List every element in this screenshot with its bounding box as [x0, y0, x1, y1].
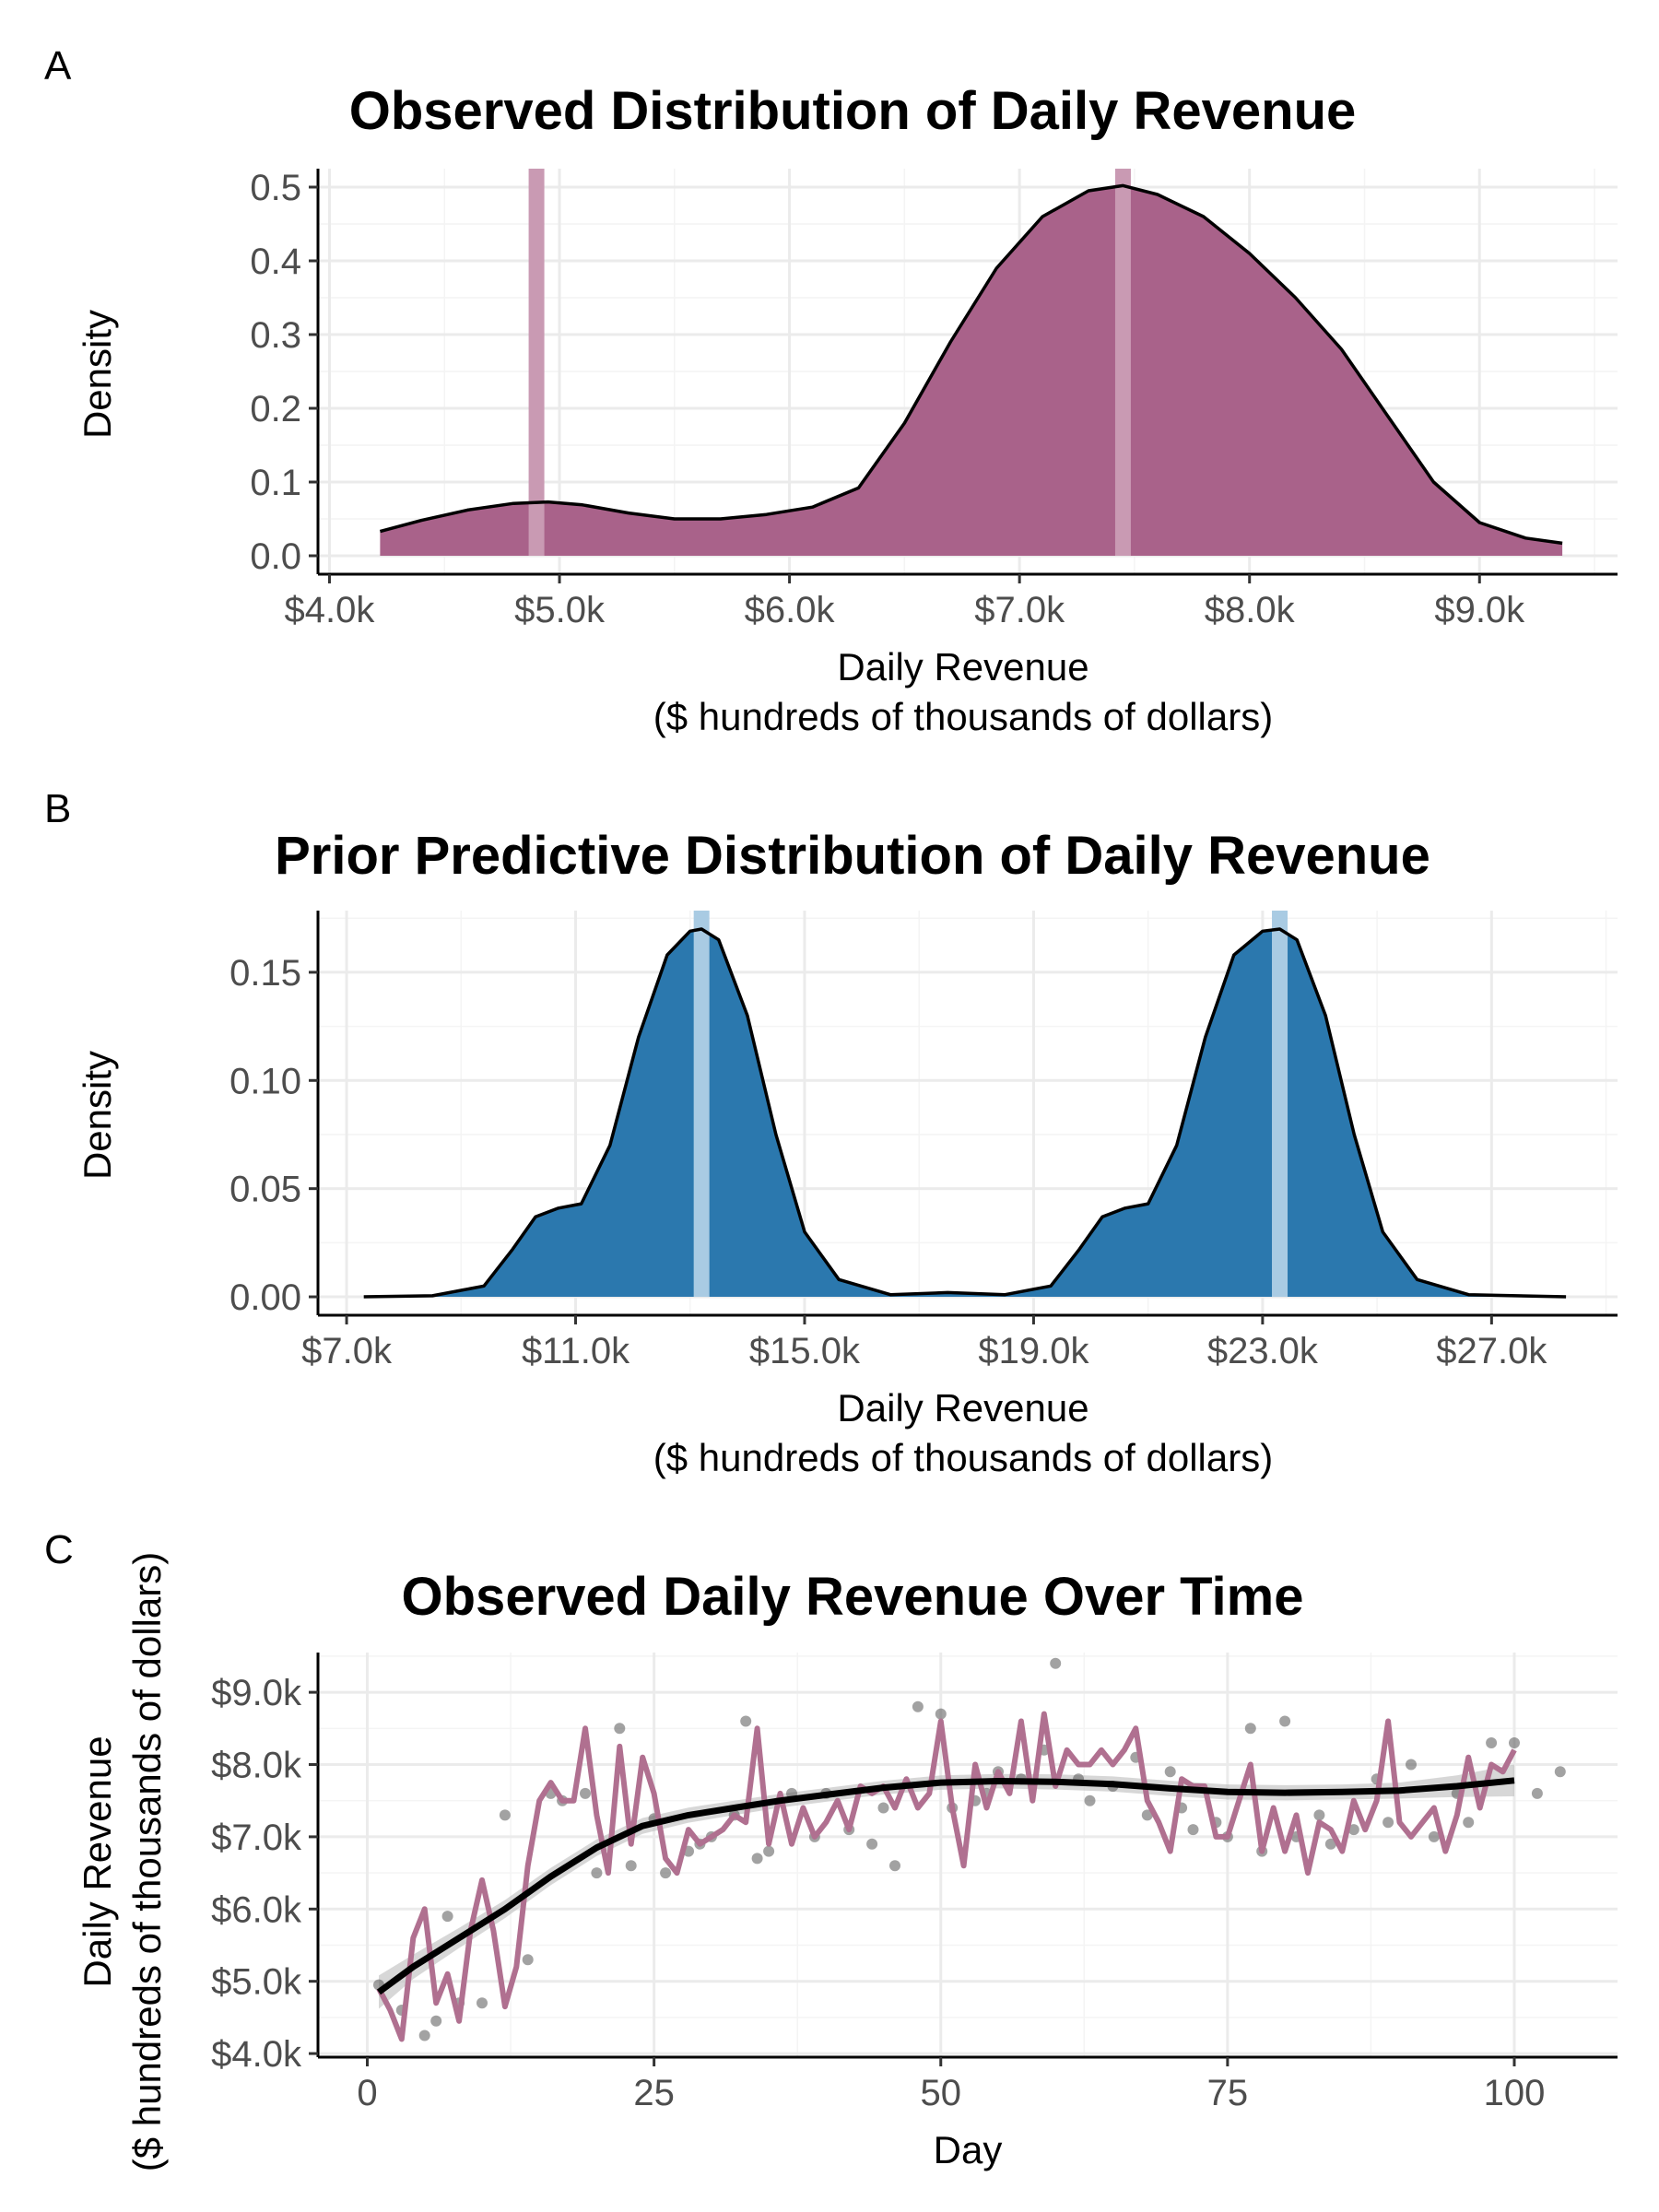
panel-b-title: Prior Predictive Distribution of Daily R…: [275, 826, 1430, 886]
panel-c-data-point: [580, 1787, 591, 1799]
panel-c-y-tick-label: $5.0k: [211, 1962, 302, 2003]
panel-c-data-point: [1347, 1824, 1359, 1836]
panel-c-data-point: [625, 1860, 637, 1872]
panel-a-y-tick-label: 0.5: [250, 168, 301, 208]
panel-b-xlabel-2: ($ hundreds of thousands of dollars): [653, 1436, 1273, 1479]
panel-c: C Observed Daily Revenue Over Time 0 25 50…: [44, 1527, 1618, 2171]
panel-b-density-outline: [363, 927, 1567, 1299]
panel-c-data-point: [1313, 1809, 1325, 1821]
panel-a-title: Observed Distribution of Daily Revenue: [349, 81, 1357, 141]
panel-a-xlabel-2: ($ hundreds of thousands of dollars): [653, 695, 1273, 738]
panel-b-y-tick-label: 0.15: [229, 953, 301, 994]
panel-b-x-tick-label: $7.0k: [301, 1331, 393, 1371]
panel-c-data-point: [935, 1708, 947, 1720]
panel-a-density-outline: [379, 183, 1563, 546]
panel-c-data-point: [1244, 1723, 1256, 1735]
panel-c-title: Observed Daily Revenue Over Time: [402, 1567, 1304, 1627]
panel-c-x-tick-label: 50: [921, 2073, 962, 2113]
panel-c-data-point: [1141, 1809, 1153, 1821]
panel-b-x-tick-label: $11.0k: [522, 1331, 630, 1371]
panel-c-data-point: [660, 1867, 672, 1879]
panel-c-data-point: [1531, 1787, 1543, 1799]
panel-c-data-point: [1279, 1715, 1291, 1727]
panel-a-y-tick-label: 0.3: [250, 315, 301, 356]
panel-c-data-point: [1050, 1657, 1062, 1669]
panel-b-y-tick-label: 0.10: [229, 1061, 301, 1101]
panel-a-y-tick-label: 0.1: [250, 463, 301, 503]
panel-a-y-tick-label: 0.2: [250, 389, 301, 429]
panel-c-data-point: [1509, 1737, 1520, 1748]
panel-b-letter: B: [44, 786, 71, 831]
panel-b-y-tick-label: 0.00: [229, 1277, 301, 1318]
panel-a-x-tick-label: $4.0k: [285, 590, 376, 630]
panel-c-data-point: [877, 1802, 889, 1814]
panel-c-data-point: [763, 1845, 775, 1857]
panel-c-letter: C: [44, 1527, 74, 1572]
panel-b-y-tick-label: 0.05: [229, 1170, 301, 1210]
panel-c-revenue-line: [376, 1711, 1517, 2042]
panel-c-x-tick-label: 75: [1207, 2073, 1249, 2113]
panel-c-data-point: [1554, 1766, 1566, 1778]
panel-c-y-tick-label: $8.0k: [211, 1746, 302, 1786]
panel-c-data-point: [1406, 1759, 1417, 1771]
panel-c-data-point: [430, 2015, 442, 2027]
panel-b-x-tick-label: $15.0k: [749, 1331, 861, 1371]
panel-a-y-tick-label: 0.0: [250, 536, 301, 577]
panel-c-ylabel-2: ($ hundreds of thousands of dollars): [125, 1552, 169, 2171]
panel-a-letter: A: [44, 43, 72, 88]
panel-c-data-point: [866, 1838, 878, 1850]
panel-c-data-point: [1486, 1737, 1498, 1748]
panel-c-data-point: [591, 1867, 603, 1879]
panel-c-data-point: [1382, 1817, 1394, 1829]
panel-c-data-point: [740, 1715, 752, 1727]
panel-a-y-tick-label: 0.4: [250, 241, 301, 282]
panel-c-x-tick-label: 0: [357, 2073, 377, 2113]
panel-a-x-tick-label: $5.0k: [514, 590, 606, 630]
panel-a-x-tick-label: $7.0k: [974, 590, 1065, 630]
panel-c-data-point: [1084, 1794, 1096, 1806]
panel-c-data-point: [889, 1860, 900, 1872]
panel-a-xlabel-1: Daily Revenue: [837, 645, 1088, 688]
panel-b-xlabel-1: Daily Revenue: [837, 1386, 1088, 1430]
panel-c-x-tick-label: 100: [1484, 2073, 1546, 2113]
panel-c-y-tick-label: $7.0k: [211, 1818, 302, 1858]
panel-b-x-tick-label: $27.0k: [1436, 1331, 1547, 1371]
panel-c-data-point: [418, 2030, 430, 2041]
panel-c-ylabel-1: Daily Revenue: [76, 1735, 119, 1987]
panel-b-density-area: [363, 929, 1567, 1298]
panel-b-x-tick-label: $19.0k: [978, 1331, 1089, 1371]
panel-c-data-point: [1463, 1817, 1475, 1829]
panel-c-data-point: [477, 1997, 488, 2009]
panel-b-x-tick-label: $23.0k: [1207, 1331, 1319, 1371]
panel-a-x-tick-label: $6.0k: [745, 590, 836, 630]
panel-c-data-point: [499, 1809, 511, 1821]
panel-c-data-point: [751, 1853, 763, 1865]
panel-c-data-point: [1428, 1830, 1440, 1842]
panel-c-y-tick-label: $6.0k: [211, 1889, 302, 1930]
panel-c-smooth-line: [376, 1777, 1515, 1995]
panel-c-data-point: [522, 1954, 534, 1966]
panel-a-x-tick-label: $8.0k: [1205, 590, 1296, 630]
panel-a-x-tick-label: $9.0k: [1434, 590, 1525, 630]
panel-c-data-point: [1324, 1838, 1336, 1850]
panel-a: A Observed Distribution of Daily Revenue…: [44, 43, 1618, 738]
panel-c-xlabel: Day: [934, 2128, 1003, 2171]
panel-c-data-point: [1164, 1766, 1176, 1778]
panel-c-data-point: [912, 1700, 924, 1712]
panel-c-y-tick-label: $4.0k: [211, 2034, 302, 2075]
panel-a-ylabel: Density: [76, 310, 119, 439]
panel-c-data-point: [614, 1723, 626, 1735]
panel-c-y-tick-label: $9.0k: [211, 1673, 302, 1713]
panel-c-x-tick-label: 25: [633, 2073, 675, 2113]
panel-c-smooth-ribbon: [379, 1764, 1514, 2009]
panel-b: B Prior Predictive Distribution of Daily…: [44, 786, 1618, 1479]
panel-b-ylabel: Density: [76, 1051, 119, 1180]
panel-c-data-point: [441, 1911, 453, 1923]
panel-a-density-area: [380, 185, 1563, 556]
panel-c-data-point: [1187, 1824, 1199, 1836]
